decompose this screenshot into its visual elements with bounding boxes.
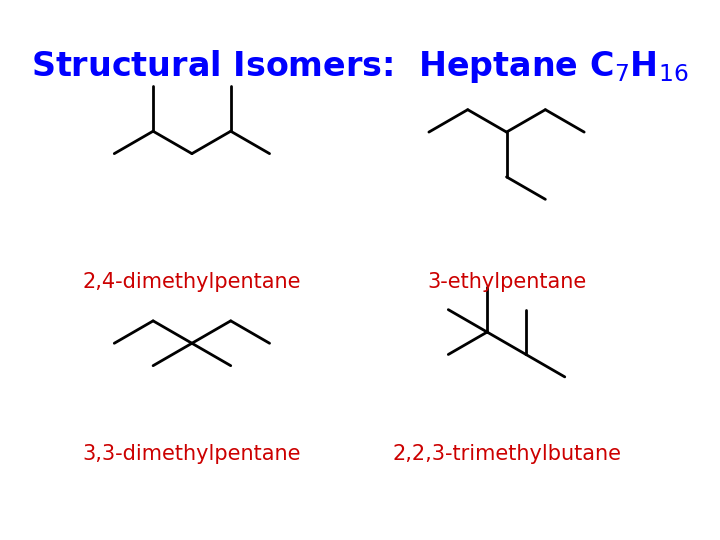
Text: Structural Isomers:  Heptane C$_7$H$_{16}$: Structural Isomers: Heptane C$_7$H$_{16}… [31, 48, 689, 85]
Text: 3,3-dimethylpentane: 3,3-dimethylpentane [83, 444, 301, 464]
Text: 2,4-dimethylpentane: 2,4-dimethylpentane [83, 272, 301, 292]
Text: 3-ethylpentane: 3-ethylpentane [427, 272, 586, 292]
Text: 2,2,3-trimethylbutane: 2,2,3-trimethylbutane [392, 444, 621, 464]
